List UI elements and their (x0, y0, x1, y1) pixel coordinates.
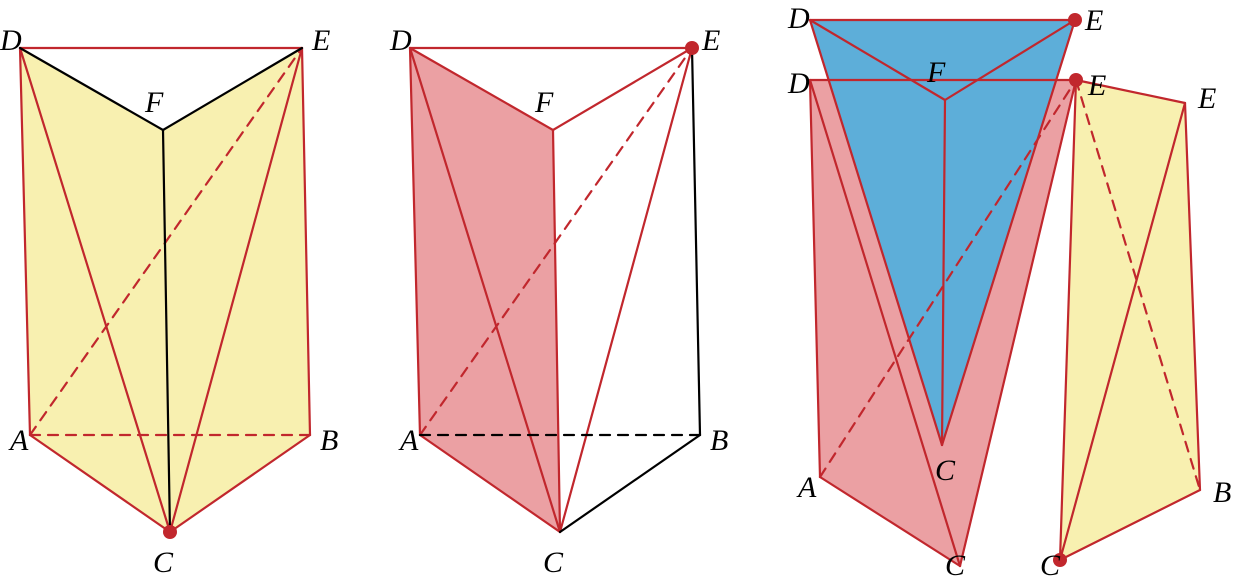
fig2-vertex-dot-E (685, 41, 699, 55)
fig2-label-F: F (534, 86, 554, 119)
fig3-label-Brig: B (1213, 476, 1231, 509)
fig2-edge-E-F (553, 48, 692, 130)
fig2-group: A B C D E F (389, 24, 728, 579)
fig3-group: DEFCDACEEBC (787, 2, 1231, 581)
fig2-label-E: E (701, 24, 720, 57)
fig1-group: A B C D E F (0, 24, 338, 579)
fig1-label-E: E (311, 24, 330, 57)
fig1-label-C: C (153, 546, 174, 579)
fig2-label-B: B (710, 424, 728, 457)
fig1-label-B: B (320, 424, 338, 457)
fig3-label-Cmid: C (945, 549, 966, 581)
fig2-edge-C-B (560, 435, 700, 532)
fig3-label-Dtop: D (787, 2, 810, 35)
fig2-edge-E-B (692, 48, 700, 435)
fig3-label-Dmid: D (787, 67, 810, 100)
fig1-label-D: D (0, 24, 22, 57)
fig1-vertex-dot-C (163, 525, 177, 539)
fig1-label-A: A (8, 424, 29, 457)
fig3-label-Emid: E (1087, 69, 1106, 102)
fig3-label-Etop: E (1084, 4, 1103, 37)
fig3-vertex-dot-Etop (1068, 13, 1082, 27)
fig3-label-Erig: E (1197, 82, 1216, 115)
prism-diagrams-canvas: ABCDEFABCDEFDEFCDACEEBC (0, 0, 1247, 581)
fig2-label-C: C (543, 546, 564, 579)
fig3-label-Ftop: F (926, 56, 946, 89)
fig3-label-Crig: C (1040, 549, 1061, 581)
fig2-label-A: A (398, 424, 419, 457)
fig2-edge-E-C (560, 48, 692, 532)
fig3-vertex-dot-Emid (1069, 73, 1083, 87)
fig1-label-F: F (144, 86, 164, 119)
fig3-label-Amid: A (796, 471, 817, 504)
fig2-label-D: D (389, 24, 412, 57)
fig3-label-Ctop: C (935, 454, 956, 487)
